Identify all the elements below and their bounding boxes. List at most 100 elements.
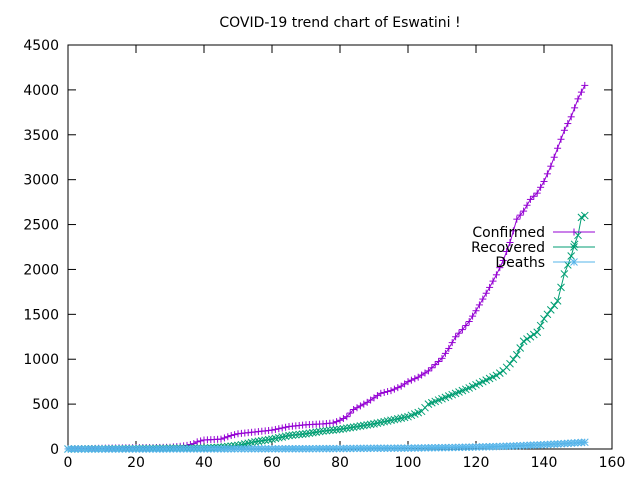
data-point <box>509 227 517 235</box>
data-point <box>298 430 307 438</box>
data-point <box>377 389 385 397</box>
data-point <box>349 423 358 431</box>
x-tick-label: 120 <box>463 455 490 471</box>
legend-marker <box>570 228 578 236</box>
data-point <box>315 427 324 436</box>
data-point <box>581 81 589 89</box>
data-point <box>557 135 565 143</box>
data-point <box>574 231 582 240</box>
x-tick-label: 60 <box>263 455 281 471</box>
data-point <box>336 425 344 434</box>
data-point <box>496 264 504 272</box>
legend-marker <box>570 243 578 251</box>
y-tick-label: 0 <box>50 442 59 458</box>
data-point <box>339 424 348 433</box>
data-point <box>384 388 392 396</box>
x-tick-label: 0 <box>64 455 73 471</box>
data-point <box>363 421 372 429</box>
y-tick-label: 1000 <box>23 352 59 368</box>
data-point <box>560 126 568 134</box>
data-point <box>353 404 361 412</box>
data-point <box>564 120 572 128</box>
data-point <box>350 405 358 413</box>
data-point <box>550 153 558 161</box>
data-point <box>495 369 504 377</box>
data-point <box>264 435 273 444</box>
data-point <box>513 215 521 223</box>
data-point <box>533 328 542 337</box>
data-point <box>346 409 354 417</box>
data-point <box>278 424 286 432</box>
x-tick-label: 140 <box>531 455 558 471</box>
data-point <box>550 301 559 310</box>
data-point <box>554 144 562 152</box>
data-point <box>227 432 235 440</box>
data-point <box>251 437 259 446</box>
data-point <box>523 201 531 209</box>
data-point <box>506 359 514 368</box>
chart-title: COVID-19 trend chart of Eswatini ! <box>219 15 460 31</box>
data-point <box>553 297 562 305</box>
data-point <box>537 183 545 191</box>
data-point <box>526 195 534 203</box>
data-point <box>567 113 575 121</box>
data-point <box>469 312 477 320</box>
data-point <box>492 271 500 279</box>
data-point <box>492 371 501 380</box>
data-point <box>526 332 535 341</box>
series-layer <box>64 81 589 453</box>
data-point <box>411 375 419 383</box>
data-point <box>394 384 402 392</box>
data-point <box>387 387 395 395</box>
y-tick-label: 4000 <box>23 83 59 99</box>
data-point <box>536 321 545 330</box>
data-point <box>308 428 317 437</box>
data-point <box>506 239 514 247</box>
data-point <box>580 211 589 220</box>
x-tick-label: 160 <box>599 455 626 471</box>
data-point <box>438 354 446 362</box>
data-point <box>329 426 338 434</box>
data-point <box>261 436 270 445</box>
axes: 0 20 40 60 80 100 120 140 160 0 500 1000 1500 2000 250… <box>23 38 625 471</box>
data-point <box>197 437 205 445</box>
data-point <box>339 414 347 422</box>
data-point <box>482 289 490 297</box>
data-point <box>319 427 327 435</box>
data-point <box>295 430 304 439</box>
y-tick-label: 2000 <box>23 262 59 278</box>
data-point <box>523 335 531 343</box>
data-point <box>455 329 463 337</box>
data-point <box>533 189 541 197</box>
y-tick-label: 4500 <box>23 38 59 54</box>
legend-marker <box>570 258 578 266</box>
data-point <box>540 177 548 185</box>
legend-label: Recovered <box>471 240 545 256</box>
y-tick-label: 2500 <box>23 218 59 234</box>
data-point <box>519 337 528 346</box>
data-point <box>359 421 368 430</box>
data-point <box>543 170 551 178</box>
data-point <box>452 333 460 341</box>
data-point <box>291 430 300 439</box>
data-point <box>574 95 582 103</box>
data-point <box>428 364 436 372</box>
data-point <box>332 425 341 434</box>
data-point <box>435 357 443 365</box>
y-tick-label: 3000 <box>23 173 59 189</box>
data-point <box>404 378 412 386</box>
data-point <box>356 402 364 410</box>
data-point <box>353 422 361 431</box>
x-tick-label: 100 <box>395 455 422 471</box>
data-point <box>390 385 398 393</box>
y-tick-label: 500 <box>32 397 59 413</box>
data-point <box>509 355 518 364</box>
data-point <box>356 422 365 430</box>
data-point <box>231 431 239 439</box>
data-point <box>431 361 439 369</box>
data-point <box>489 277 497 285</box>
data-point <box>254 437 263 446</box>
data-point <box>257 436 266 445</box>
